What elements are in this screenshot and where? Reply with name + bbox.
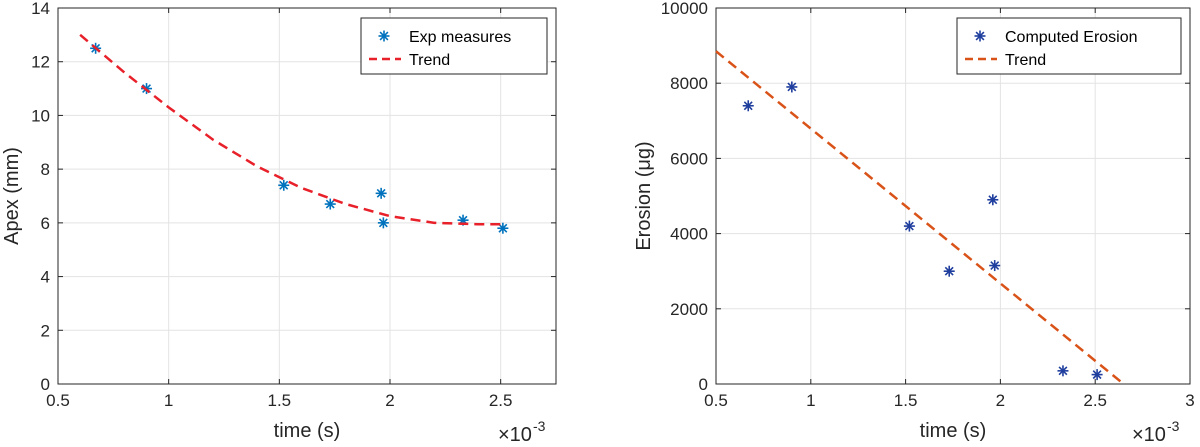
data-point (786, 81, 798, 93)
y-tick-label: 12 (31, 53, 50, 72)
legend-box (360, 17, 548, 75)
axes-box (57, 7, 557, 385)
y-tick-label: 4 (41, 268, 50, 287)
erosion-chart: 0.5 1 1.5 2 2.5 3 0 2000 4000 6000 8000 10000 time (… (633, 0, 1195, 446)
x-tick-label: 1 (806, 391, 815, 410)
data-point (742, 100, 754, 112)
data-point (497, 222, 509, 234)
y-axis-label: Apex (mm) (1, 147, 23, 245)
y-tick-label: 8 (41, 160, 50, 179)
x-tick-label: 1.5 (894, 391, 918, 410)
data-point (987, 194, 999, 206)
y-tick-label: 6000 (670, 149, 708, 168)
y-tick-label: 0 (41, 375, 50, 394)
x-multiplier-exponent: -3 (1167, 418, 1180, 434)
y-tick-label: 2000 (670, 300, 708, 319)
y-tick-label: 14 (31, 0, 50, 18)
x-tick-label: 2.5 (489, 391, 513, 410)
y-tick-label: 10000 (661, 0, 708, 18)
apex-chart: 0.5 1 1.5 2 2.5 0 2 4 6 8 10 12 14 time (s) Apex (mm) ×… (1, 0, 557, 446)
legend: Computed Erosion Trend (956, 17, 1182, 75)
y-tick-label: 6 (41, 214, 50, 233)
data-point (1091, 369, 1103, 381)
axes-box (715, 7, 1191, 385)
x-axis-label: time (s) (274, 420, 341, 442)
legend-label: Exp measures (409, 29, 511, 46)
data-point (1057, 365, 1069, 377)
x-multiplier-exponent: -3 (533, 418, 546, 434)
y-tick-label: 4000 (670, 225, 708, 244)
data-point (278, 179, 290, 191)
legend-box (956, 17, 1182, 75)
x-tick-label: 0.5 (704, 391, 728, 410)
data-point (903, 220, 915, 232)
legend-marker-swatch (378, 30, 390, 42)
y-tick-label: 0 (699, 375, 708, 394)
x-tick-label: 3 (1185, 391, 1194, 410)
data-point (324, 198, 336, 210)
legend-label: Trend (1005, 52, 1046, 69)
trend-line (79, 33, 501, 226)
x-multiplier: ×10 (498, 424, 532, 446)
trend-line (715, 50, 1125, 385)
data-point (377, 217, 389, 229)
y-tick-label: 2 (41, 321, 50, 340)
x-tick-label: 1.5 (268, 391, 292, 410)
x-axis-label: time (s) (920, 420, 987, 442)
data-point (989, 260, 1001, 272)
legend-marker-swatch (974, 30, 986, 42)
legend-label: Trend (409, 52, 450, 69)
x-tick-label: 2.5 (1083, 391, 1107, 410)
legend-label: Computed Erosion (1005, 29, 1138, 46)
x-tick-label: 0.5 (46, 391, 70, 410)
x-tick-label: 2 (385, 391, 394, 410)
data-point (943, 265, 955, 277)
y-axis-label: Erosion (μg) (633, 141, 655, 250)
x-tick-label: 1 (164, 391, 173, 410)
x-tick-label: 2 (996, 391, 1005, 410)
y-tick-label: 10 (31, 106, 50, 125)
y-tick-label: 8000 (670, 74, 708, 93)
data-point (375, 187, 387, 199)
legend: Exp measures Trend (360, 17, 548, 75)
x-multiplier: ×10 (1132, 424, 1166, 446)
